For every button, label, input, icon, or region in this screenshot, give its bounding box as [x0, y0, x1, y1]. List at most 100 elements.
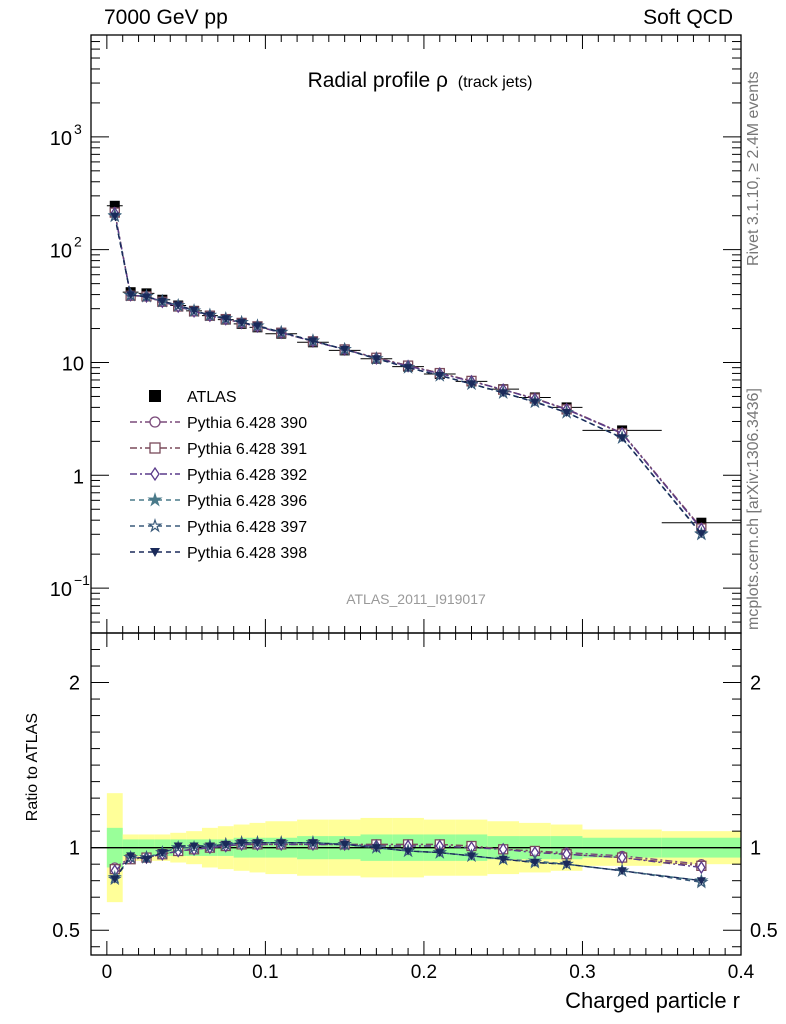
x-axis-label: Charged particle r: [565, 988, 740, 1013]
marker-triangle-down: [252, 839, 262, 848]
marker-triangle-down: [308, 839, 318, 848]
marker-triangle-down: [221, 840, 231, 849]
marker-triangle-down: [530, 398, 540, 407]
series-main: [110, 212, 706, 539]
marker-triangle-down: [110, 875, 120, 884]
x-tick-label: 0: [102, 962, 113, 983]
y-tick-label: 1: [73, 466, 84, 488]
header-right-label: Soft QCD: [643, 6, 733, 29]
marker-triangle-down: [252, 322, 262, 331]
marker-triangle-down: [498, 389, 508, 398]
marker-diamond: [617, 850, 627, 865]
marker-data-square: [149, 390, 161, 402]
marker-triangle-down: [276, 328, 286, 337]
ratio-panel-series: [107, 835, 709, 889]
marker-triangle-down: [205, 311, 215, 320]
ratio-y-tick-label-right: 0.5: [750, 920, 778, 942]
marker-triangle-down: [435, 849, 445, 858]
legend-label: Pythia 6.428 396: [187, 493, 307, 510]
legend-label: Pythia 6.428 391: [187, 441, 307, 458]
series-ratio-line: [114, 843, 702, 872]
chart-labels: Radial profile ρ (track jets) ATLAS_2011…: [24, 69, 740, 1013]
marker-square: [149, 442, 161, 454]
y-tick-exponent: 2: [74, 234, 82, 250]
series-line: [114, 215, 702, 535]
marker-triangle-down: [696, 530, 706, 539]
y-tick-exponent: 3: [74, 121, 82, 137]
header-left-label: 7000 GeV pp: [104, 6, 228, 29]
marker-circle: [149, 416, 161, 428]
marker-triangle-down: [173, 842, 183, 851]
marker-triangle-down: [237, 318, 247, 327]
y-tick-label: 10: [50, 579, 72, 601]
ratio-y-tick-label-left: 2: [69, 673, 80, 695]
x-tick-label: 0.3: [569, 962, 595, 983]
x-tick-label: 0.2: [411, 962, 437, 983]
marker-triangle-down: [126, 291, 136, 300]
main-panel-series: [106, 200, 741, 541]
marker-triangle-down: [530, 859, 540, 868]
legend-label-atlas: ATLAS: [187, 389, 237, 406]
ratio-y-axis-label: Ratio to ATLAS: [24, 713, 41, 821]
ratio-y-tick-label-left: 1: [69, 838, 80, 860]
marker-diamond: [150, 466, 160, 482]
y-tick-exponent: −1: [74, 572, 90, 588]
marker-triangle-down: [403, 847, 413, 856]
legend-label: Pythia 6.428 397: [187, 519, 307, 536]
marker-triangle-down: [189, 842, 199, 851]
chart-title-sub: (track jets): [458, 74, 533, 91]
y-tick-label: 10: [50, 128, 72, 150]
series-ratio-line: [114, 843, 702, 870]
marker-triangle-down: [617, 867, 627, 876]
marker-triangle-down: [276, 839, 286, 848]
marker-triangle-down: [308, 337, 318, 346]
marker-triangle-down: [498, 855, 508, 864]
marker-triangle-down: [237, 839, 247, 848]
ratio-y-tick-label-right: 1: [750, 838, 761, 860]
legend-label: Pythia 6.428 390: [187, 415, 307, 432]
marker-data-square: [109, 200, 120, 211]
marker-star-open: [147, 518, 163, 533]
marker-triangle-down: [562, 409, 572, 418]
marker-triangle-down: [340, 345, 350, 354]
x-tick-label: 0.4: [728, 962, 755, 983]
marker-triangle-down: [371, 844, 381, 853]
ratio-y-tick-label-right: 2: [750, 673, 761, 695]
marker-triangle-down: [340, 840, 350, 849]
marker-triangle-down: [562, 860, 572, 869]
marker-triangle-down: [371, 355, 381, 364]
series-ratio: [110, 839, 706, 886]
marker-star-filled: [147, 492, 163, 507]
marker-triangle-down: [466, 852, 476, 861]
chart-title: Radial profile ρ (track jets): [308, 69, 533, 92]
series-line: [114, 215, 702, 535]
analysis-watermark: ATLAS_2011_I919017: [346, 591, 486, 607]
marker-triangle-down: [141, 293, 151, 302]
marker-triangle-down: [617, 434, 627, 443]
y-tick-label: 10: [50, 241, 72, 263]
legend-label: Pythia 6.428 398: [187, 545, 307, 562]
legend-label: Pythia 6.428 392: [187, 467, 307, 484]
marker-triangle-down: [157, 297, 167, 306]
marker-triangle-down: [110, 212, 120, 221]
marker-triangle-down: [173, 301, 183, 310]
marker-diamond: [697, 860, 706, 875]
marker-triangle-down: [435, 372, 445, 381]
marker-triangle-down: [157, 849, 167, 858]
marker-triangle-down: [221, 315, 231, 324]
ratio-panel-frame: [90, 632, 742, 956]
marker-triangle-down: [126, 852, 136, 861]
marker-triangle-down: [403, 364, 413, 373]
marker-triangle-down: [141, 855, 151, 864]
x-tick-label: 0.1: [252, 962, 278, 983]
y-tick-label: 10: [62, 353, 84, 375]
marker-triangle-down: [466, 380, 476, 389]
chart-title-main: Radial profile ρ: [308, 69, 448, 92]
marker-triangle-down: [205, 842, 215, 851]
marker-triangle-down: [150, 548, 160, 557]
series-main: [107, 208, 709, 541]
series-ratio-line: [114, 842, 702, 883]
marker-triangle-down: [696, 877, 706, 886]
